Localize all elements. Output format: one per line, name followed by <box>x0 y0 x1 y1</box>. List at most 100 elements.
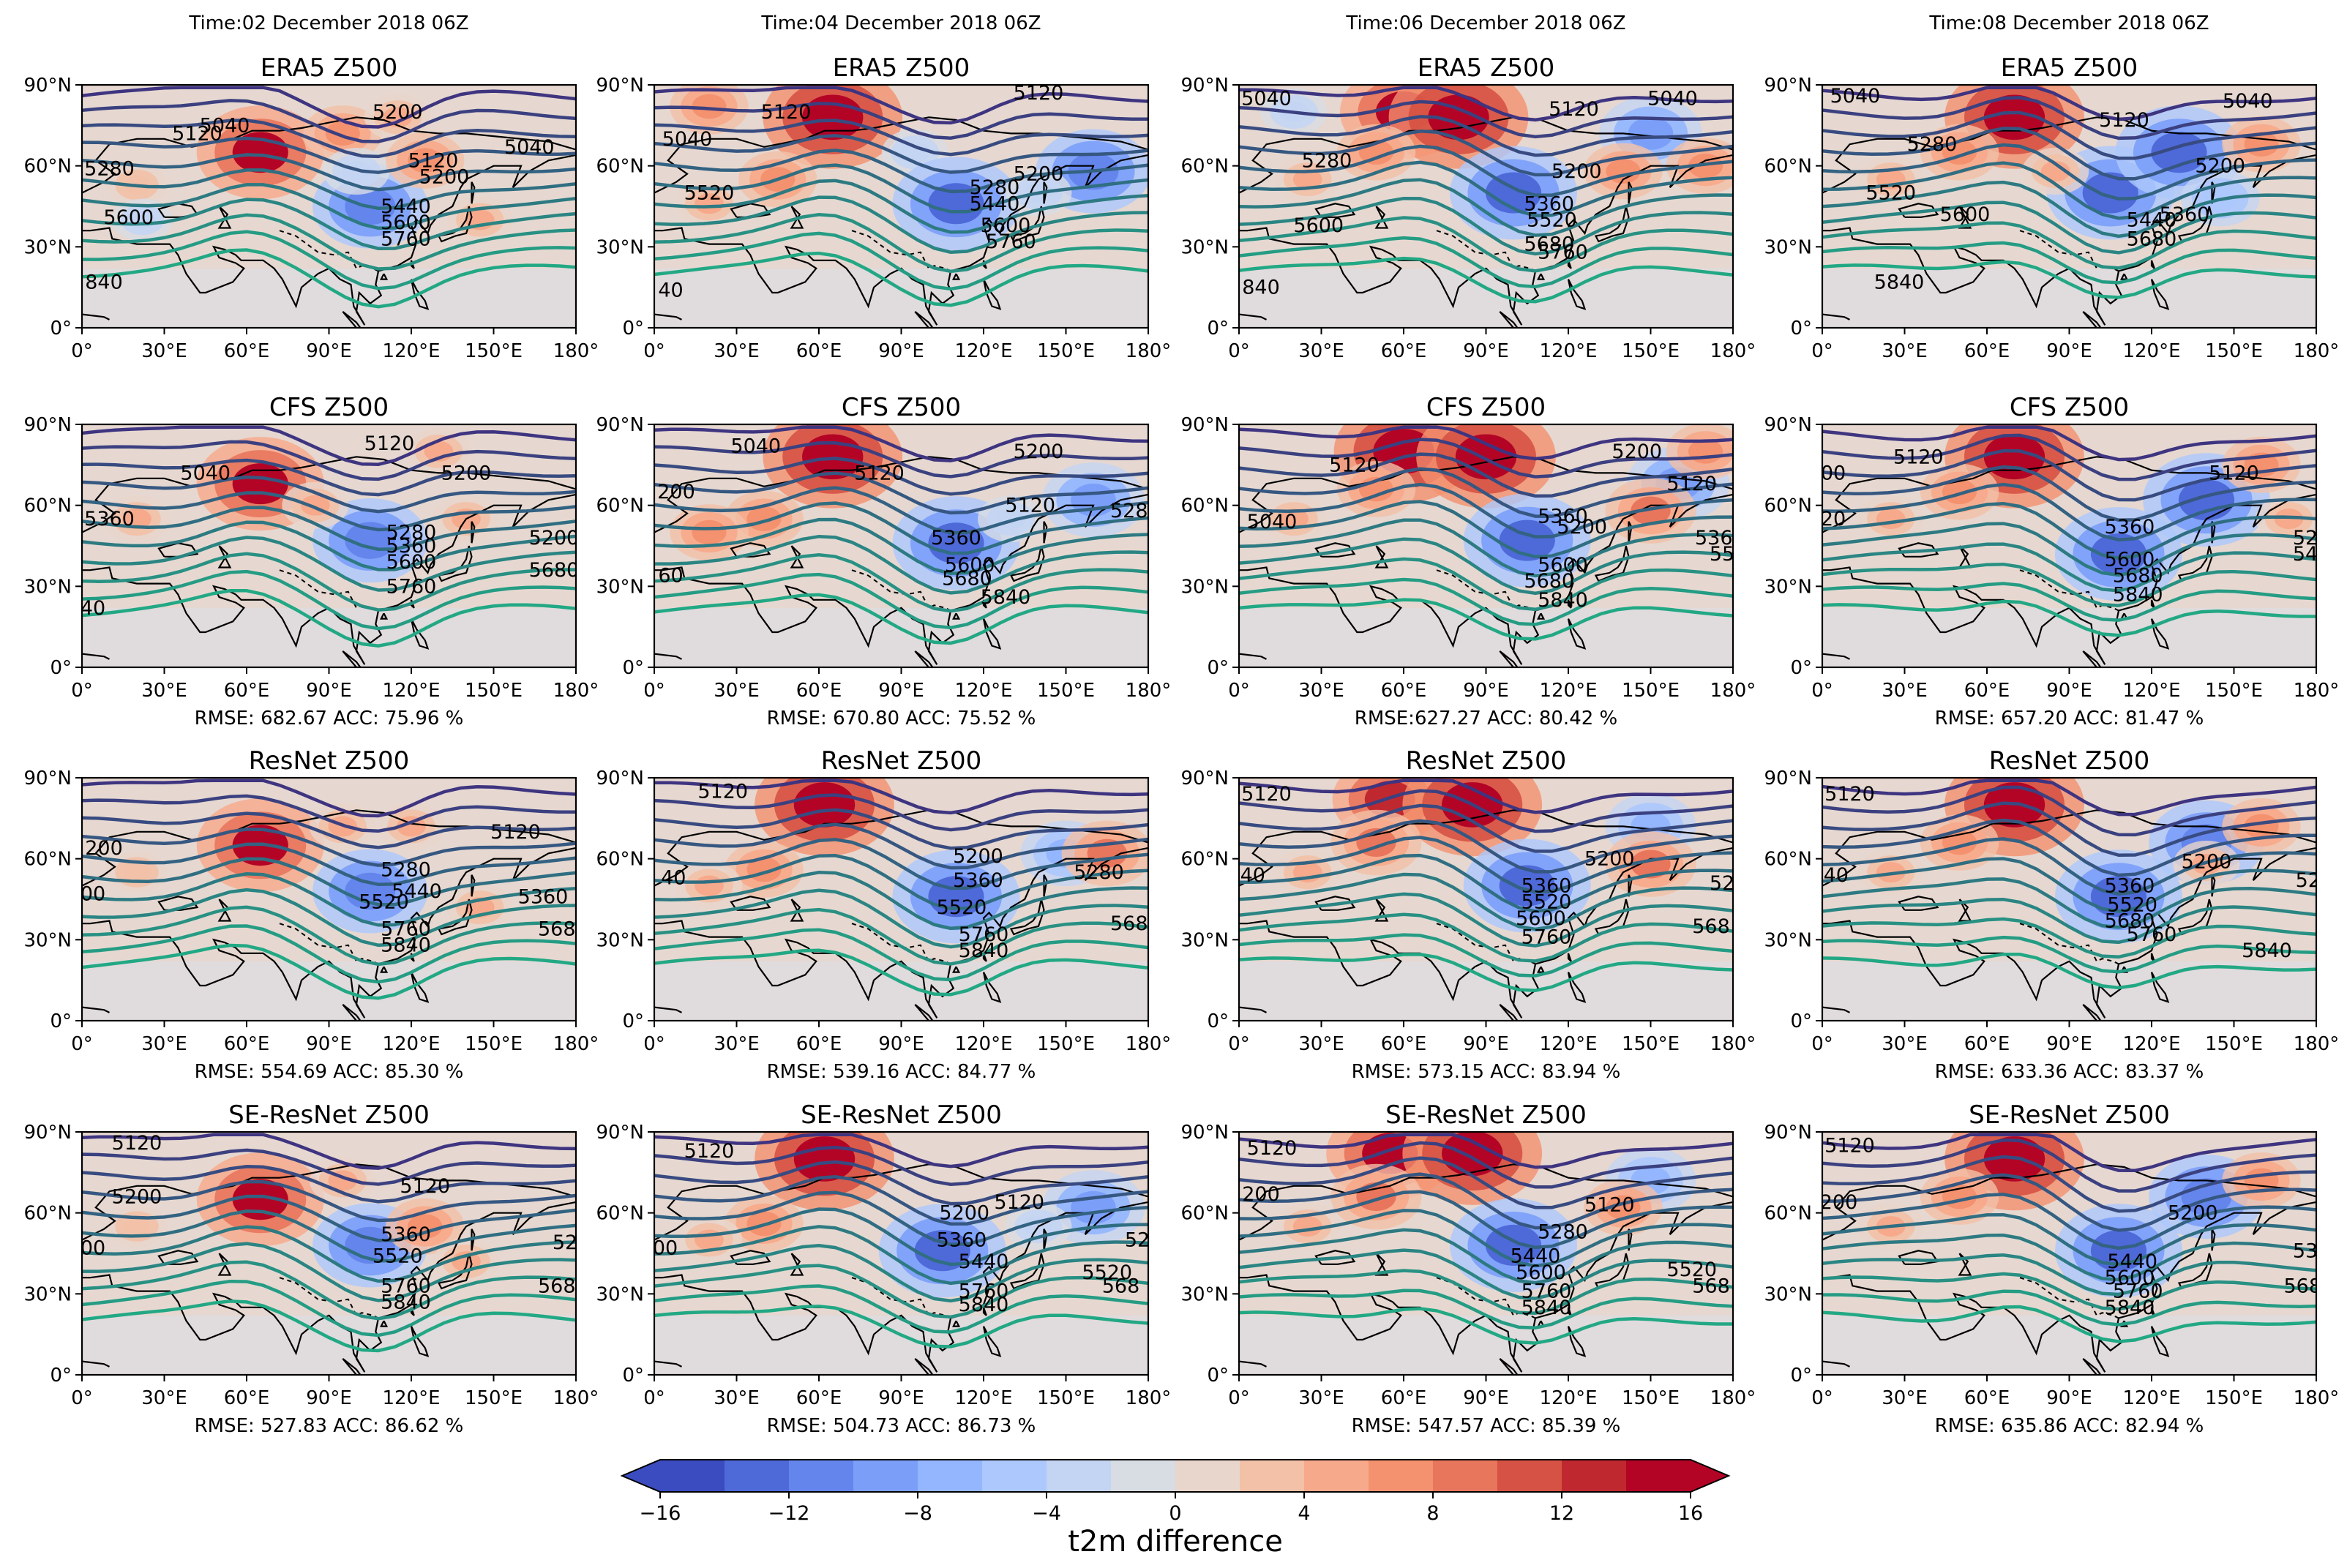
lat-tick-label: 0° <box>1790 1010 1812 1032</box>
coastline <box>380 966 389 973</box>
z500-contour <box>1822 180 2316 239</box>
colorbar-segment <box>1304 1460 1369 1492</box>
lon-tick-label: 30°E <box>1298 1033 1344 1055</box>
map-panel: CFS Z50050405120520052805360560057605360… <box>23 393 599 729</box>
lat-tick-label: 0° <box>622 318 644 340</box>
z500-contour <box>1822 241 2316 285</box>
coastline <box>1822 313 1850 320</box>
lon-tick-label: 60°E <box>224 1387 270 1409</box>
tropical-band <box>1239 268 1733 328</box>
z500-contour <box>1239 500 1733 559</box>
contour-label: 5040 <box>662 128 713 151</box>
lat-tick-label: 60°N <box>596 156 644 178</box>
colorbar-segment <box>1497 1460 1562 1492</box>
contour-label: 5200 <box>939 1202 989 1225</box>
z500-contour <box>82 1148 576 1186</box>
lat-tick-label: 30°N <box>23 1283 72 1305</box>
map-panel: SE-ResNet Z500 5120 200 5120 528054405600576… <box>1180 1100 1756 1437</box>
lon-tick-label: 90°E <box>306 1387 352 1409</box>
contour-label: 5120 <box>1247 1137 1298 1160</box>
contour-label: 53 <box>2293 1239 2318 1262</box>
z500-contour <box>1822 779 2316 817</box>
lat-tick-label: 0° <box>1207 1365 1229 1387</box>
contour-label: 5520 <box>373 1245 423 1268</box>
z500-contour <box>1822 877 2316 929</box>
contour-label: 200 <box>1242 1183 1280 1206</box>
z500-contour <box>654 486 1148 535</box>
anomaly-core <box>793 782 856 828</box>
contour-label: 5600 <box>103 206 154 229</box>
lat-tick-label: 0° <box>1790 318 1812 340</box>
lon-tick-label: 0° <box>1228 1387 1250 1409</box>
lat-tick-label: 0° <box>1790 657 1812 679</box>
coastline <box>437 206 473 243</box>
column-time-titles: Time:02 December 2018 06Z Time:04 Decembe… <box>188 12 2209 34</box>
lon-tick-label: 180° <box>553 1033 599 1055</box>
contour-label: 5760 <box>2113 1280 2163 1303</box>
contour-label: 568 <box>1692 915 1730 938</box>
z500-contour <box>1239 1156 1733 1209</box>
tropical-band <box>1822 268 2316 328</box>
colorbar-tick-label: 16 <box>1678 1502 1703 1525</box>
z500-contour <box>82 924 576 984</box>
lon-tick-label: 180° <box>1710 340 1756 362</box>
lon-tick-label: 0° <box>1228 340 1250 362</box>
contour-label: 5760 <box>986 230 1036 253</box>
lon-tick-label: 180° <box>1126 340 1172 362</box>
z500-contour <box>82 1242 576 1302</box>
z500-contour <box>654 1264 1148 1319</box>
coastline <box>217 899 232 922</box>
coastline <box>1360 1373 1363 1375</box>
z500-contour <box>1239 1141 1733 1189</box>
colorbar-segment <box>1111 1460 1176 1492</box>
anomaly-core <box>1292 169 1322 190</box>
anomaly-core <box>1455 434 1517 480</box>
z500-contour <box>82 589 576 648</box>
contour-label: 5600 <box>1940 203 1991 226</box>
coastline <box>2082 1004 2102 1021</box>
lon-tick-label: 150°E <box>1037 1033 1095 1055</box>
anomaly-core <box>2178 479 2235 521</box>
contour-label: 5520 <box>1865 182 1916 205</box>
anomaly-core <box>123 863 151 882</box>
coastline <box>1499 311 1519 328</box>
lat-tick-label: 90°N <box>596 1122 644 1144</box>
contour-label: 5520 <box>359 891 409 914</box>
coastline <box>982 1307 987 1316</box>
map-panel: ERA5 Z500 5040 5120 5120 5520 520052805440560… <box>596 53 1171 362</box>
colorbar-segment <box>982 1460 1047 1492</box>
contour-label: 5840 <box>1538 589 1588 612</box>
lat-tick-label: 30°N <box>1764 236 1812 258</box>
colorbar-tick-label: −16 <box>640 1502 681 1525</box>
contour-label: 5280 <box>381 858 431 881</box>
z500-contour <box>1822 1155 2316 1213</box>
lon-tick-label: 30°E <box>1882 680 1928 702</box>
panel-title: ResNet Z500 <box>1989 746 2149 776</box>
contour-label: 5360 <box>937 1229 987 1252</box>
lon-tick-label: 180° <box>2294 680 2340 702</box>
coastline <box>914 1004 934 1021</box>
coastline <box>1043 1228 1048 1251</box>
coastline <box>1314 896 1356 911</box>
contour-label: 5120 <box>1666 473 1717 495</box>
coastline <box>1628 181 1633 204</box>
z500-contour <box>654 119 1148 157</box>
coastline <box>203 1019 206 1021</box>
z500-contour <box>1239 537 1733 596</box>
panel-title: ResNet Z500 <box>1406 746 1566 776</box>
lon-tick-label: 180° <box>2294 1033 2340 1055</box>
colorbar-label: t2m difference <box>1068 1525 1283 1558</box>
lon-tick-label: 30°E <box>714 1033 760 1055</box>
lat-tick-label: 30°N <box>23 236 72 258</box>
z500-contour <box>654 213 1148 274</box>
contour-label: 5120 <box>1005 495 1055 517</box>
panel-title: CFS Z500 <box>269 393 389 422</box>
column-time-title: Time:06 December 2018 06Z <box>1345 12 1625 34</box>
contour-label: 5200 <box>1014 163 1064 186</box>
contour-label: 5120 <box>1824 783 1875 806</box>
tropical-band <box>1239 1315 1733 1375</box>
z500-contour <box>1822 200 2316 255</box>
map-panel: CFS Z500 5040 5120 5200 5120 5360 560056805840… <box>596 393 1171 729</box>
contour-label: 00 <box>653 1237 678 1260</box>
